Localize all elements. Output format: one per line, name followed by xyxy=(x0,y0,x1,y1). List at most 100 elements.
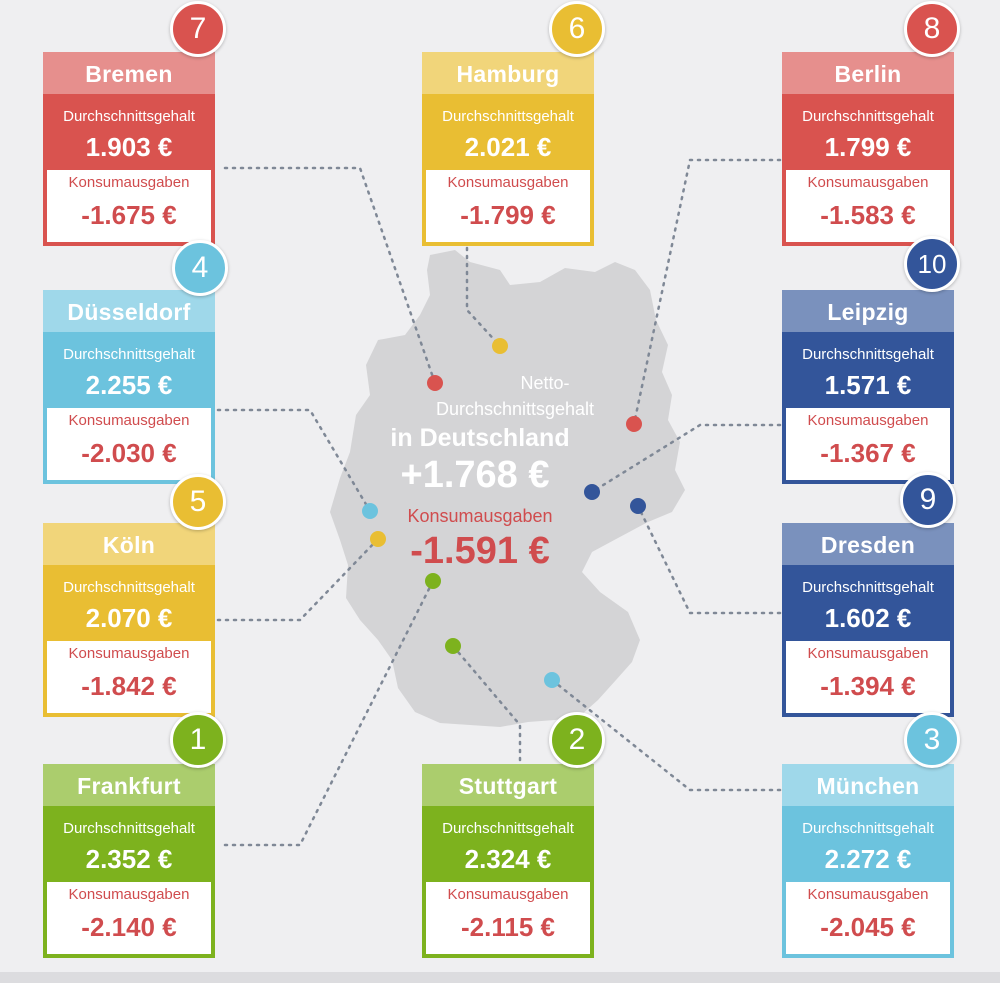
spending-box: Konsumausgaben -2.045 € xyxy=(786,882,950,954)
salary-value: 1.903 € xyxy=(85,132,173,162)
spending-label: Konsumausgaben xyxy=(447,174,569,191)
salary-label: Durchschnittsgehalt xyxy=(442,108,574,125)
rank-badge-hamburg: 6 xyxy=(549,1,605,57)
connector-muenchen xyxy=(550,678,782,792)
city-name: Frankfurt xyxy=(43,764,215,806)
city-dots xyxy=(362,338,646,688)
salary-value: 2.324 € xyxy=(464,844,552,874)
city-name: Köln xyxy=(43,523,215,565)
city-name: Leipzig xyxy=(782,290,954,332)
spending-label: Konsumausgaben xyxy=(68,412,190,429)
spending-value: -2.045 € xyxy=(820,912,916,942)
salary-value: 1.799 € xyxy=(824,132,912,162)
connector-hamburg xyxy=(465,230,502,348)
salary-label: Durchschnittsgehalt xyxy=(802,579,934,596)
city-name: München xyxy=(782,764,954,806)
salary-label: Durchschnittsgehalt xyxy=(802,346,934,363)
spending-label: Konsumausgaben xyxy=(807,886,929,903)
city-card-body: Durchschnittsgehalt 1.799 € Konsumausgaben… xyxy=(782,94,954,246)
city-dot-berlin xyxy=(626,416,642,432)
city-dot-bremen xyxy=(427,375,443,391)
center-netto-label: Netto- xyxy=(520,373,570,393)
spending-box: Konsumausgaben -1.367 € xyxy=(786,408,950,480)
center-country-label: in Deutschland xyxy=(390,424,570,452)
connector-stuttgart xyxy=(451,644,522,762)
rank-badge-berlin: 8 xyxy=(904,1,960,57)
spending-box: Konsumausgaben -2.115 € xyxy=(426,882,590,954)
spending-label: Konsumausgaben xyxy=(68,645,190,662)
rank-badge-frankfurt: 1 xyxy=(170,712,226,768)
city-card-berlin: Berlin Durchschnittsgehalt 1.799 € Konsumau… xyxy=(782,52,954,246)
spending-value: -2.115 € xyxy=(461,912,555,942)
spending-value: -2.030 € xyxy=(81,438,177,468)
bottom-strip xyxy=(0,972,1000,983)
city-dot-muenchen xyxy=(544,672,560,688)
center-salary-label: Durchschnittsgehalt xyxy=(435,399,595,419)
city-dot-koeln xyxy=(370,531,386,547)
city-card-body: Durchschnittsgehalt 2.255 € Konsumausgaben… xyxy=(43,332,215,484)
spending-value: -1.842 € xyxy=(81,671,177,701)
spending-value: -1.394 € xyxy=(820,671,916,701)
city-card-stuttgart: Stuttgart Durchschnittsgehalt 2.324 € Konsu… xyxy=(422,764,594,958)
city-dot-hamburg xyxy=(492,338,508,354)
connector-duesseldorf xyxy=(216,408,372,513)
center-spending-label: Konsumausgaben xyxy=(407,506,553,526)
rank-badge-stuttgart: 2 xyxy=(549,712,605,768)
city-card-body: Durchschnittsgehalt 2.352 € Konsumausgaben… xyxy=(43,806,215,958)
connector-leipzig xyxy=(590,423,782,494)
spending-label: Konsumausgaben xyxy=(807,645,929,662)
spending-box: Konsumausgaben -2.030 € xyxy=(47,408,211,480)
city-card-body: Durchschnittsgehalt 2.272 € Konsumausgaben… xyxy=(782,806,954,958)
salary-value: 2.021 € xyxy=(464,132,552,162)
city-dot-frankfurt xyxy=(425,573,441,589)
germany-map-shape xyxy=(330,250,685,727)
salary-label: Durchschnittsgehalt xyxy=(63,579,195,596)
salary-value: 1.602 € xyxy=(824,603,912,633)
salary-value: 1.571 € xyxy=(824,370,912,400)
rank-badge-dresden: 9 xyxy=(900,472,956,528)
salary-label: Durchschnittsgehalt xyxy=(63,108,195,125)
city-card-duesseldorf: Düsseldorf Durchschnittsgehalt 2.255 € Kons… xyxy=(43,290,215,484)
city-name: Düsseldorf xyxy=(43,290,215,332)
city-card-body: Durchschnittsgehalt 2.021 € Konsumausgaben… xyxy=(422,94,594,246)
connector-frankfurt xyxy=(223,579,435,847)
spending-label: Konsumausgaben xyxy=(447,886,569,903)
rank-badge-muenchen: 3 xyxy=(904,712,960,768)
city-name: Dresden xyxy=(782,523,954,565)
spending-value: -1.799 € xyxy=(460,200,556,230)
city-card-frankfurt: Frankfurt Durchschnittsgehalt 2.352 € Konsu… xyxy=(43,764,215,958)
center-salary-value: +1.768 € xyxy=(400,454,550,496)
city-card-dresden: Dresden Durchschnittsgehalt 1.602 € Konsuma… xyxy=(782,523,954,717)
spending-box: Konsumausgaben -1.675 € xyxy=(47,170,211,242)
city-card-body: Durchschnittsgehalt 2.070 € Konsumausgaben… xyxy=(43,565,215,717)
city-dot-leipzig xyxy=(584,484,600,500)
salary-label: Durchschnittsgehalt xyxy=(442,820,574,837)
salary-value: 2.352 € xyxy=(85,844,173,874)
spending-value: -1.367 € xyxy=(820,438,916,468)
rank-badge-leipzig: 10 xyxy=(904,236,960,292)
salary-value: 2.255 € xyxy=(85,370,173,400)
rank-badge-koeln: 5 xyxy=(170,474,226,530)
city-dot-dresden xyxy=(630,498,646,514)
connector-berlin xyxy=(632,158,782,426)
salary-label: Durchschnittsgehalt xyxy=(802,820,934,837)
city-card-muenchen: München Durchschnittsgehalt 2.272 € Konsuma… xyxy=(782,764,954,958)
city-name: Berlin xyxy=(782,52,954,94)
connector-dresden xyxy=(636,504,782,615)
connector-lines xyxy=(216,158,782,847)
center-spending-value: -1.591 € xyxy=(410,530,550,572)
spending-value: -1.675 € xyxy=(81,200,177,230)
city-card-leipzig: Leipzig Durchschnittsgehalt 1.571 € Konsuma… xyxy=(782,290,954,484)
connector-bremen xyxy=(223,166,437,385)
city-card-body: Durchschnittsgehalt 1.602 € Konsumausgaben… xyxy=(782,565,954,717)
city-card-body: Durchschnittsgehalt 1.903 € Konsumausgaben… xyxy=(43,94,215,246)
spending-box: Konsumausgaben -1.799 € xyxy=(426,170,590,242)
rank-badge-bremen: 7 xyxy=(170,1,226,57)
salary-label: Durchschnittsgehalt xyxy=(63,346,195,363)
salary-value: 2.070 € xyxy=(85,603,173,633)
spending-value: -2.140 € xyxy=(81,912,177,942)
city-dot-duesseldorf xyxy=(362,503,378,519)
spending-box: Konsumausgaben -1.583 € xyxy=(786,170,950,242)
